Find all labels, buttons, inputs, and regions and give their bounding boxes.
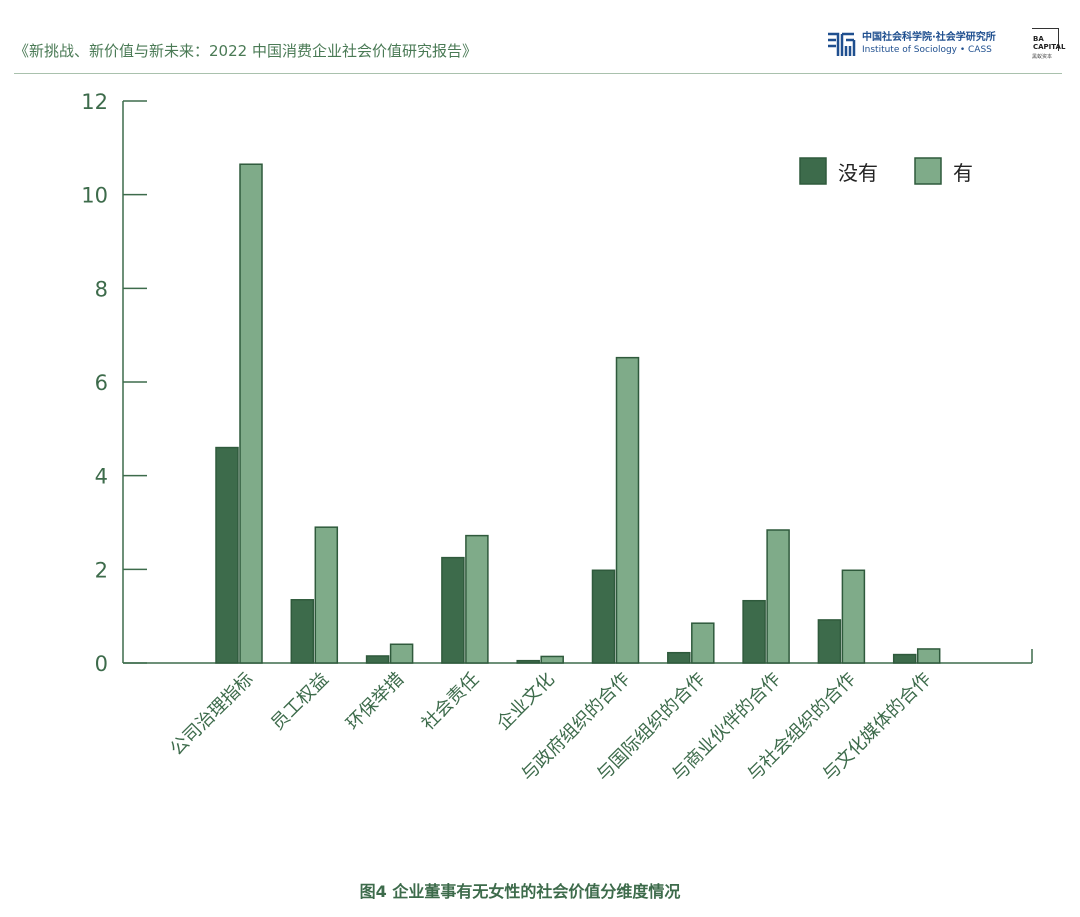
- bar-with-6: [691, 622, 715, 664]
- bar-with-3: [465, 534, 489, 664]
- bar-without-2: [365, 655, 390, 664]
- institute-name-zh: 中国社会科学院·社会学研究所: [862, 32, 996, 43]
- bar-with-8: [841, 569, 866, 664]
- bar-with-9: [916, 648, 941, 664]
- x-tick-label: 社会责任: [418, 669, 484, 735]
- legend-label: 有: [953, 161, 973, 185]
- y-tick-label: 10: [81, 184, 108, 208]
- legend-swatch: [799, 157, 827, 185]
- x-tick-label: 公司治理指标: [166, 669, 257, 760]
- bar-with-4: [540, 655, 564, 664]
- capital-logo-line1: BA: [1033, 35, 1044, 43]
- bar-without-7: [742, 599, 766, 664]
- bar-without-9: [892, 653, 917, 664]
- capital-logo: BA CAPITAL 黑蚁资本: [1030, 26, 1065, 60]
- capital-logo-subtitle: 黑蚁资本: [1032, 54, 1053, 60]
- report-header-title: 《新挑战、新价值与新未来：2022 中国消费企业社会价值研究报告》: [14, 42, 477, 60]
- capital-logo-line2: CAPITAL: [1033, 43, 1066, 51]
- bar-with-2: [389, 643, 414, 664]
- x-tick-label: 环保举措: [342, 669, 408, 735]
- bar-with-7: [766, 529, 790, 664]
- header-divider: [14, 73, 1062, 74]
- bar-without-0: [215, 446, 239, 664]
- bar-without-3: [441, 556, 465, 664]
- x-tick-label: 员工权益: [267, 669, 333, 735]
- bar-with-1: [314, 526, 339, 664]
- bar-with-0: [239, 163, 263, 664]
- institute-logo: 中国社会科学院·社会学研究所 Institute of Sociology • …: [826, 30, 996, 58]
- bar-with-5: [615, 356, 640, 664]
- bar-without-4: [516, 659, 540, 664]
- bar-without-1: [290, 599, 315, 664]
- institute-mark-icon: [828, 32, 856, 56]
- y-tick-label: 0: [95, 652, 108, 676]
- bar-without-6: [667, 651, 691, 664]
- y-tick-label: 8: [95, 277, 108, 301]
- institute-name-en: Institute of Sociology • CASS: [862, 45, 992, 55]
- figure-caption: 图4 企业董事有无女性的社会价值分维度情况: [359, 882, 681, 901]
- y-tick-label: 2: [95, 558, 108, 582]
- y-tick-label: 6: [95, 371, 108, 395]
- legend-swatch: [914, 157, 942, 185]
- y-tick-label: 4: [95, 465, 108, 489]
- x-tick-label: 企业文化: [493, 669, 559, 735]
- legend-label: 没有: [838, 161, 878, 185]
- bar-without-5: [591, 569, 616, 664]
- capital-logo-frame: [1032, 28, 1059, 51]
- y-tick-label: 12: [81, 90, 108, 114]
- bar-without-8: [817, 619, 842, 664]
